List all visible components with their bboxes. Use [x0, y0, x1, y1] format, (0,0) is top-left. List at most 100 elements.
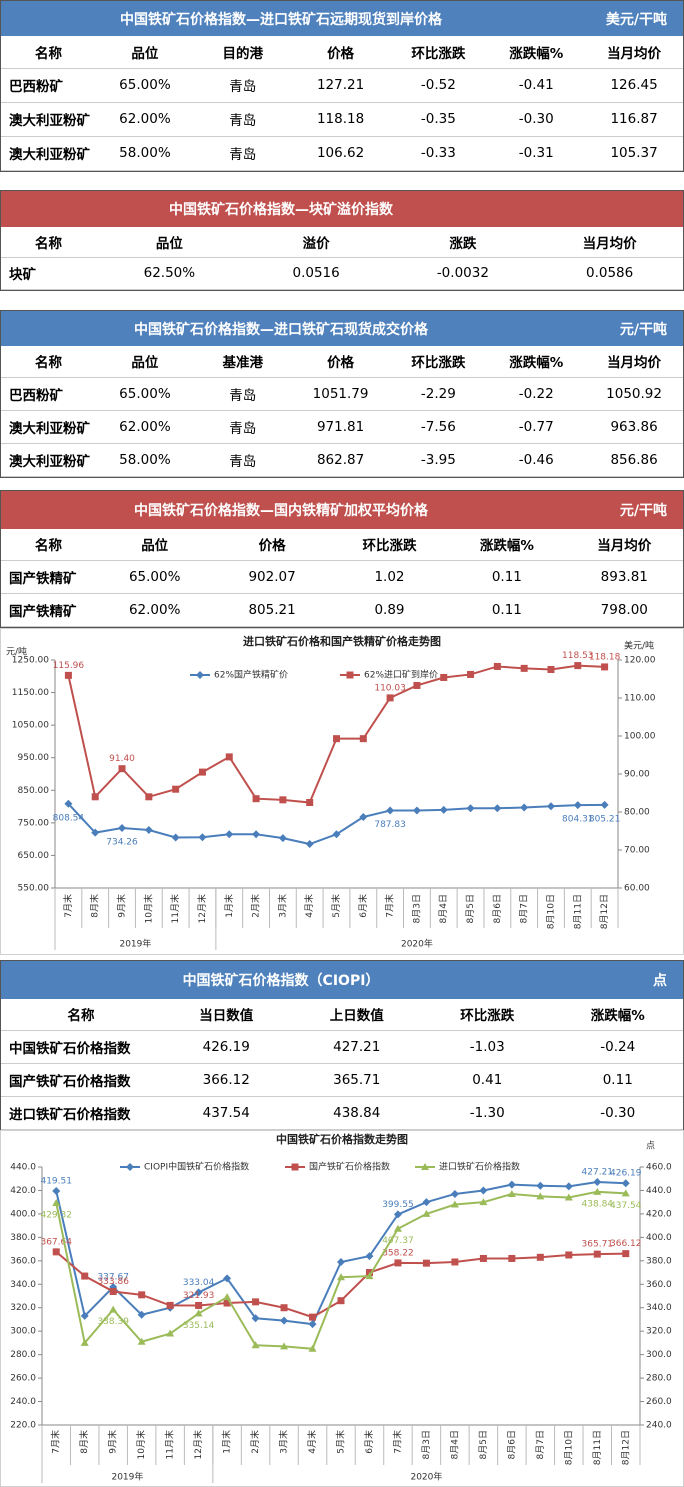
- y2-tick-label: 100.00: [624, 732, 656, 742]
- x-tick-label: 6月末: [363, 1430, 375, 1454]
- table-cell: -0.33: [389, 136, 488, 171]
- data-label: 358.22: [382, 1248, 414, 1258]
- legend-label: CIOPI中国铁矿石价格指数: [144, 1161, 249, 1173]
- marker: [467, 670, 475, 678]
- table-row: 块矿 62.50% 0.0516 -0.0032 0.0586: [1, 257, 683, 290]
- table-row: 澳大利亚粉矿 58.00% 青岛 862.87 -3.95 -0.46 856.86: [1, 443, 683, 477]
- header-cell: 当月均价: [565, 529, 683, 561]
- data-label: 337.67: [97, 1273, 129, 1283]
- marker: [306, 799, 314, 806]
- y2-tick-label: 440.0: [646, 1186, 672, 1196]
- y-tick-label: 260.0: [10, 1374, 36, 1384]
- y2-axis-label: 美元/吨: [624, 640, 654, 652]
- table-cell: 中国铁矿石价格指数: [1, 1030, 161, 1064]
- y2-tick-label: 260.0: [646, 1397, 672, 1407]
- x-tick-label: 8月7日: [519, 894, 530, 923]
- table-cell: -2.29: [389, 377, 488, 411]
- table-cell: -0.30: [552, 1096, 683, 1130]
- marker: [309, 1313, 317, 1321]
- x-tick-label: 5月末: [335, 1430, 347, 1454]
- data-label: 419.51: [40, 1177, 72, 1187]
- marker: [386, 694, 394, 702]
- marker: [422, 1259, 430, 1267]
- x-tick-label: 8月4日: [438, 894, 449, 923]
- table-cell: 126.45: [585, 68, 683, 103]
- header-cell: 价格: [291, 346, 390, 378]
- marker: [198, 768, 206, 776]
- marker: [593, 1187, 602, 1195]
- header-cell: 品位: [96, 346, 194, 378]
- table-cell: -1.03: [422, 1030, 553, 1064]
- marker: [52, 1198, 61, 1206]
- table-title-bar: 中国铁矿石价格指数—进口铁矿石现货成交价格 元/干吨: [1, 311, 683, 346]
- table-cell: 1050.92: [585, 377, 683, 411]
- table-cell: -0.24: [552, 1030, 683, 1064]
- y2-tick-label: 120.00: [624, 656, 656, 666]
- header-cell: 品位: [96, 529, 214, 561]
- x-tick-label: 2月末: [250, 894, 262, 918]
- table-cell: 856.86: [585, 443, 683, 477]
- y-tick-label: 950.00: [18, 753, 50, 763]
- table-row: 中国铁矿石价格指数 426.19 427.21 -1.03 -0.24: [1, 1030, 683, 1064]
- marker: [337, 1273, 345, 1281]
- marker: [91, 793, 99, 801]
- header-cell: 环比涨跌: [422, 999, 553, 1031]
- table-cell: -0.52: [389, 68, 488, 103]
- legend-marker: [421, 1163, 429, 1170]
- table-cell: -0.35: [389, 102, 488, 137]
- header-cell: 上日数值: [291, 999, 422, 1031]
- header-cell: 名称: [1, 529, 96, 561]
- x-tick-label: 10月末: [142, 894, 154, 923]
- x-tick-label: 9月末: [116, 894, 128, 918]
- y-tick-label: 280.0: [10, 1350, 36, 1360]
- marker: [138, 1291, 146, 1299]
- x-tick-label: 8月5日: [465, 894, 476, 923]
- marker: [278, 834, 287, 843]
- marker: [109, 1287, 117, 1295]
- table-cell: 0.11: [448, 560, 566, 594]
- table-block: 中国铁矿石价格指数—进口铁矿石现货成交价格 元/干吨 名称 品位 基准港 价格 环比涨跌 涨跌…: [0, 310, 684, 478]
- table-cell: 118.18: [291, 102, 390, 137]
- header-cell: 名称: [1, 227, 96, 258]
- data-label: 429.32: [40, 1210, 72, 1220]
- x-tick-label: 7月末: [62, 894, 74, 918]
- table-unit: 美元/干吨: [605, 11, 667, 28]
- data-label: 338.39: [97, 1317, 129, 1327]
- y2-axis-label: 点: [646, 1141, 655, 1152]
- x-tick-label: 10月末: [135, 1430, 147, 1459]
- y-tick-label: 420.0: [10, 1186, 36, 1196]
- y-tick-label: 320.0: [10, 1303, 36, 1313]
- marker: [386, 806, 395, 815]
- marker: [109, 1305, 118, 1313]
- table-cell: 893.81: [565, 560, 683, 594]
- y-tick-label: 220.0: [10, 1421, 36, 1431]
- marker: [536, 1181, 545, 1190]
- y-tick-label: 300.0: [10, 1327, 36, 1337]
- table-cell: 巴西粉矿: [1, 377, 96, 411]
- marker: [332, 830, 341, 839]
- x-tick-label: 3月末: [278, 1430, 290, 1454]
- table-cell: 澳大利亚粉矿: [1, 136, 96, 171]
- legend-marker: [196, 671, 204, 679]
- table-cell: 0.11: [448, 593, 566, 627]
- marker: [600, 800, 609, 809]
- table-title: 中国铁矿石价格指数（CIOPI）: [182, 973, 380, 989]
- marker: [621, 1189, 630, 1197]
- marker: [359, 735, 367, 743]
- legend-marker: [346, 671, 354, 679]
- marker: [305, 840, 314, 849]
- table: 名称 品位 基准港 价格 环比涨跌 涨跌幅% 当月均价 巴西粉矿 65.00% 青岛 1051.79…: [1, 346, 683, 477]
- chart-title: 进口铁矿石价格和国产铁精矿价格走势图: [243, 634, 441, 648]
- legend-label: 62%进口矿到岸价: [364, 669, 438, 681]
- x-tick-label: 6月末: [357, 894, 369, 918]
- table: 名称 品位 溢价 涨跌 当月均价 块矿 62.50% 0.0516 -0.0032 0.0586: [1, 227, 683, 290]
- table-row: 澳大利亚粉矿 62.00% 青岛 118.18 -0.35 -0.30 116.87: [1, 102, 683, 137]
- table-title: 中国铁矿石价格指数—进口铁矿石现货成交价格: [134, 321, 428, 338]
- x-tick-label: 8月末: [78, 1430, 90, 1454]
- marker: [520, 803, 529, 812]
- marker: [466, 804, 475, 813]
- marker: [573, 801, 582, 810]
- marker: [280, 1316, 289, 1325]
- series-line: [55, 1190, 626, 1350]
